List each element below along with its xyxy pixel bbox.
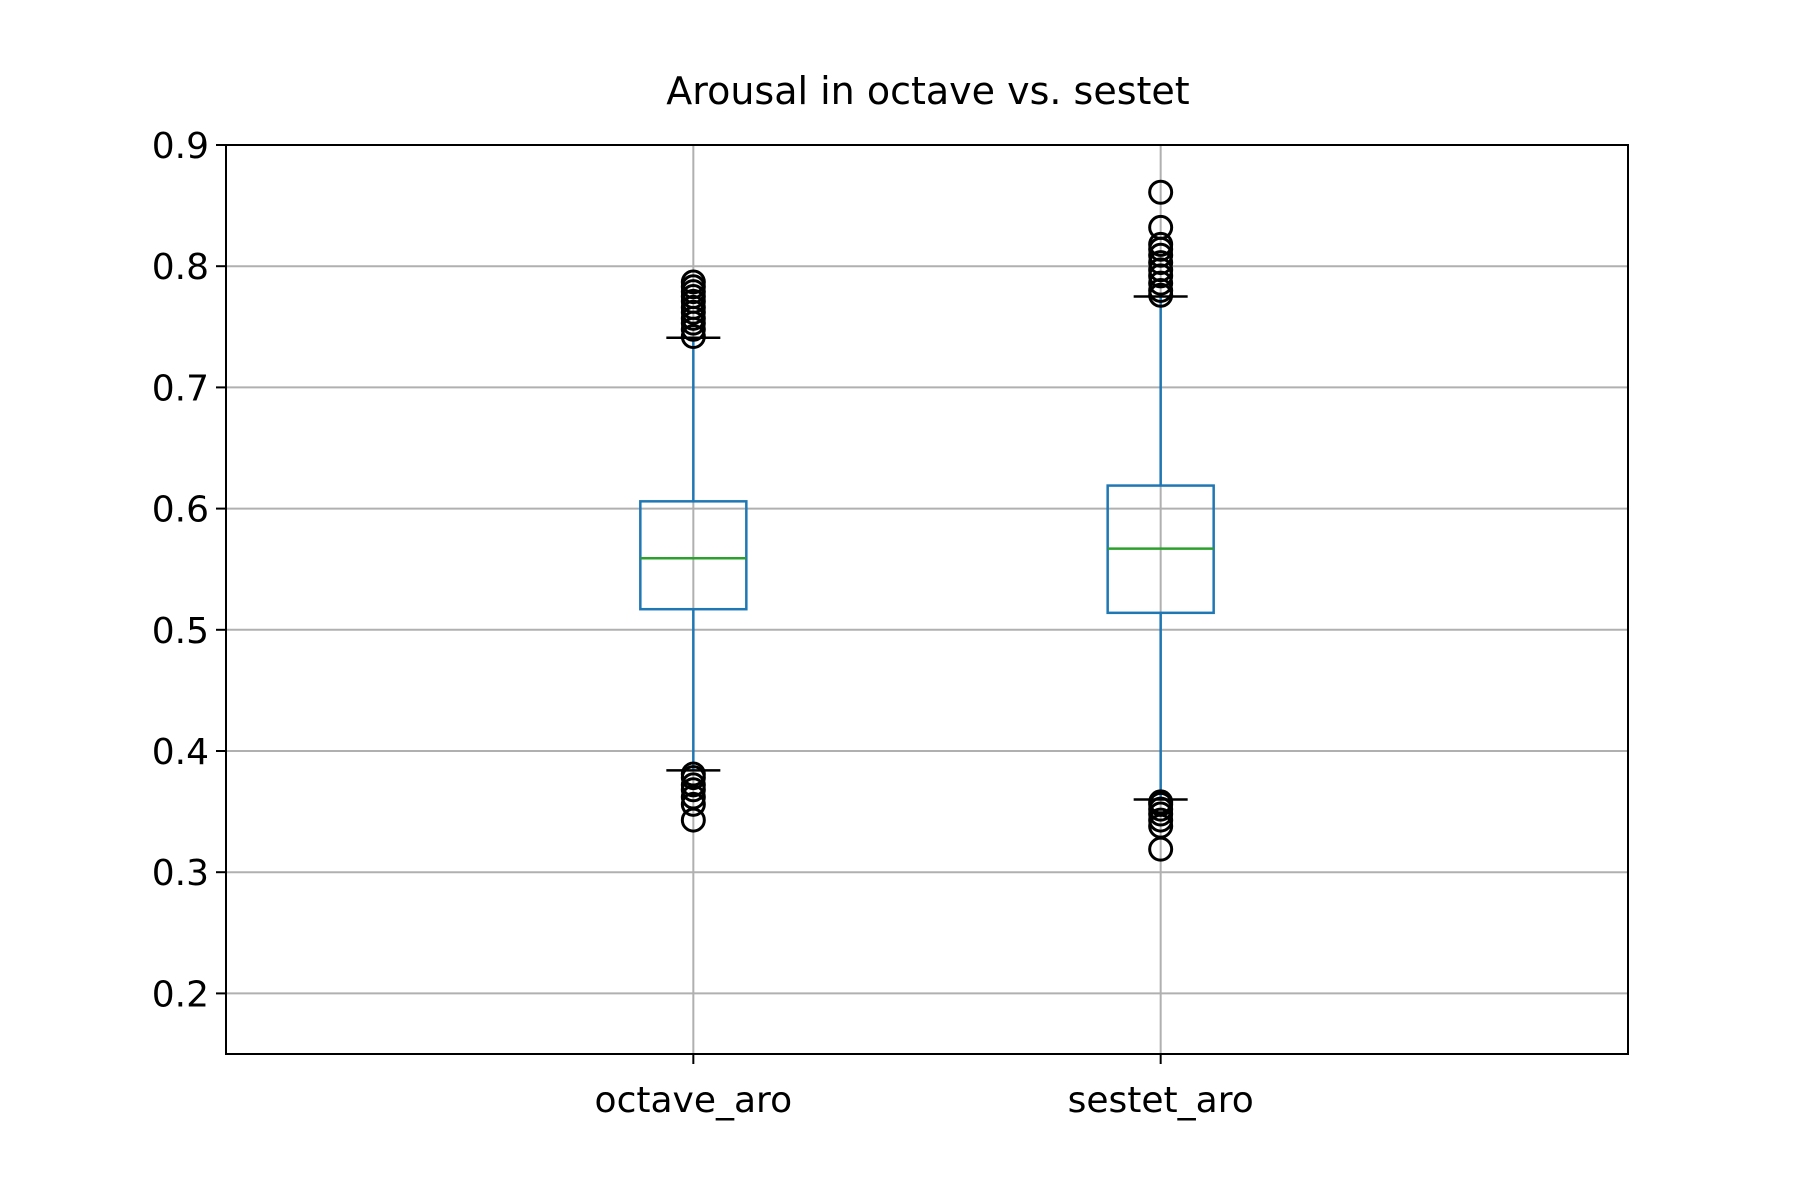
outlier-point xyxy=(1148,179,1174,205)
y-axis: 0.2 0.3 0.4 0.5 0.6 0.7 0.8 0.9 xyxy=(152,126,226,1015)
outlier-point xyxy=(680,772,706,798)
box-group-sestet_aro xyxy=(1106,179,1215,862)
y-tick-label: 0.9 xyxy=(152,126,209,167)
box-group-octave_aro xyxy=(639,269,748,833)
outlier-point xyxy=(1148,242,1174,268)
y-tick-label: 0.4 xyxy=(152,732,209,773)
y-tick-label: 0.2 xyxy=(152,974,209,1015)
y-tick-label: 0.8 xyxy=(152,247,209,288)
x-tick-label: sestet_aro xyxy=(1068,1080,1254,1121)
outlier-point xyxy=(1148,789,1174,815)
outlier-point xyxy=(680,323,706,349)
chart-title: Arousal in octave vs. sestet xyxy=(666,69,1189,113)
outlier-point xyxy=(680,791,706,817)
outlier-point xyxy=(1148,250,1174,276)
outlier-point xyxy=(1148,214,1174,240)
y-tick-label: 0.3 xyxy=(152,853,209,894)
y-tick-label: 0.5 xyxy=(152,611,209,652)
grid-lines xyxy=(226,144,1628,1054)
box-series xyxy=(639,179,1215,862)
outlier-point xyxy=(680,761,706,787)
outlier-point xyxy=(1148,807,1174,833)
iqr-box xyxy=(639,500,748,611)
outlier-point xyxy=(1148,231,1174,257)
plot-frame xyxy=(225,144,1629,1055)
outlier-point xyxy=(680,269,706,295)
x-axis: octave_aro sestet_aro xyxy=(595,1054,1254,1121)
x-tick-label: octave_aro xyxy=(595,1080,793,1121)
y-tick-label: 0.7 xyxy=(152,368,209,409)
y-tick-label: 0.6 xyxy=(152,490,209,531)
